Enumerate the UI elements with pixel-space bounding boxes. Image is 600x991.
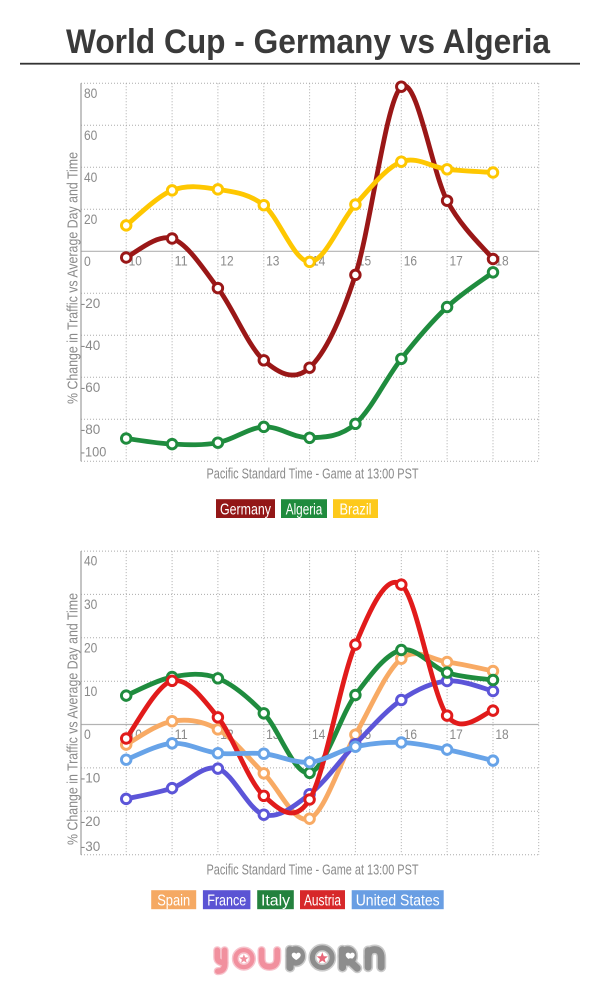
svg-text:United States: United States (356, 892, 440, 909)
svg-text:16: 16 (404, 726, 417, 742)
svg-text:-60: -60 (81, 379, 101, 395)
svg-text:Algeria: Algeria (286, 501, 323, 518)
svg-text:17: 17 (450, 253, 463, 269)
svg-text:% Change in Traffic vs Average: % Change in Traffic vs Average Day and T… (65, 593, 82, 845)
svg-text:17: 17 (450, 726, 463, 742)
svg-text:Austria: Austria (304, 892, 341, 909)
svg-text:Pacific Standard Time - Game a: Pacific Standard Time - Game at 13:00 PS… (207, 861, 419, 878)
svg-text:11: 11 (175, 253, 188, 269)
svg-text:12: 12 (220, 253, 233, 269)
svg-text:80: 80 (84, 85, 97, 101)
svg-text:10: 10 (84, 683, 97, 699)
svg-text:13: 13 (266, 253, 279, 269)
svg-text:Italy: Italy (261, 892, 290, 909)
svg-text:World Cup - Germany vs Algeria: World Cup - Germany vs Algeria (66, 23, 551, 61)
svg-text:0: 0 (84, 726, 91, 742)
svg-text:Spain: Spain (157, 892, 190, 909)
svg-text:-100: -100 (81, 443, 107, 459)
svg-text:60: 60 (84, 127, 97, 143)
svg-text:-20: -20 (81, 295, 101, 311)
svg-text:-30: -30 (81, 838, 101, 854)
svg-text:0: 0 (84, 253, 91, 269)
svg-text:% Change in Traffic vs Average: % Change in Traffic vs Average Day and T… (65, 152, 82, 404)
svg-text:18: 18 (495, 726, 508, 742)
svg-text:40: 40 (84, 553, 97, 569)
svg-text:-80: -80 (81, 421, 101, 437)
svg-text:-40: -40 (81, 337, 101, 353)
svg-text:16: 16 (404, 253, 417, 269)
svg-text:Pacific Standard Time - Game a: Pacific Standard Time - Game at 13:00 PS… (207, 466, 419, 483)
svg-text:30: 30 (84, 596, 97, 612)
svg-text:20: 20 (84, 639, 97, 655)
svg-text:14: 14 (312, 726, 325, 742)
svg-text:Brazil: Brazil (340, 501, 372, 518)
svg-text:-20: -20 (81, 813, 101, 829)
svg-text:France: France (207, 892, 246, 909)
svg-text:Germany: Germany (220, 501, 271, 518)
svg-text:20: 20 (84, 211, 97, 227)
svg-text:-10: -10 (81, 770, 101, 786)
svg-text:11: 11 (175, 726, 188, 742)
svg-text:40: 40 (84, 169, 97, 185)
